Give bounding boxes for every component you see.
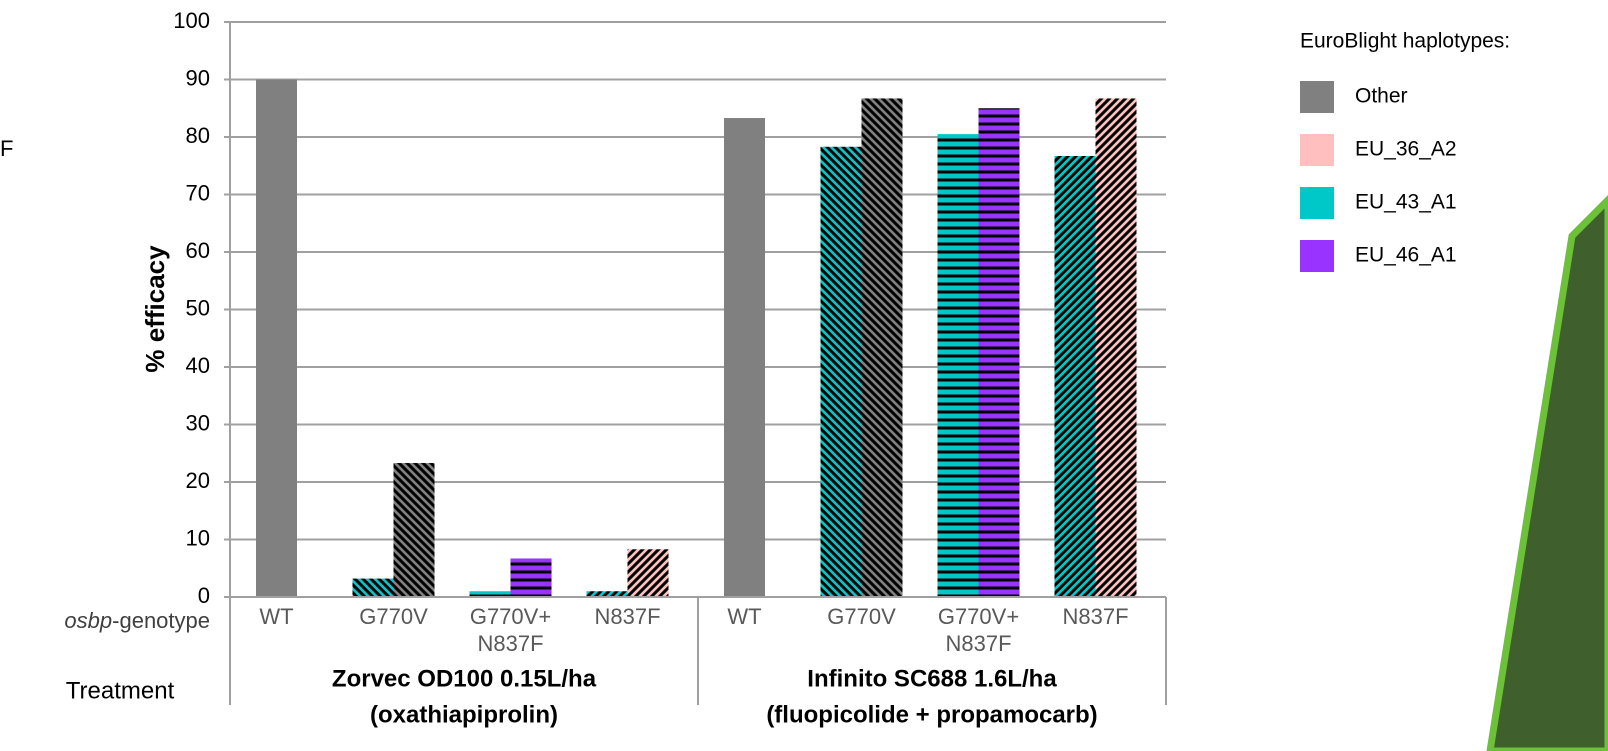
bar xyxy=(394,463,435,597)
bar xyxy=(511,558,552,597)
y-tick-label: 70 xyxy=(186,180,210,205)
bar xyxy=(1055,156,1096,597)
y-tick-label: 40 xyxy=(186,353,210,378)
legend-label: EU_46_A1 xyxy=(1355,244,1457,267)
cut-off-text: F xyxy=(0,136,13,161)
bar xyxy=(862,98,903,597)
treatment-row-label: Treatment xyxy=(66,677,175,704)
bar xyxy=(938,134,979,597)
bar xyxy=(628,549,669,597)
legend-swatch xyxy=(1300,81,1334,113)
bar xyxy=(979,108,1020,597)
y-tick-label: 90 xyxy=(186,65,210,90)
legend-label: EU_43_A1 xyxy=(1355,191,1457,214)
bar xyxy=(724,118,765,597)
x-tick-label: G770V xyxy=(827,604,896,629)
legend-label: Other xyxy=(1355,85,1408,108)
y-tick-label: 30 xyxy=(186,410,210,435)
group-detail: (fluopicolide + propamocarb) xyxy=(766,701,1097,728)
legend-swatch xyxy=(1300,187,1334,219)
x-tick-label: N837F xyxy=(1062,604,1128,629)
bar xyxy=(353,579,394,597)
bar xyxy=(256,80,297,598)
y-tick-label: 10 xyxy=(186,525,210,550)
y-tick-label: 20 xyxy=(186,468,210,493)
bar xyxy=(821,147,862,597)
x-tick-label-line: G770V+ xyxy=(470,604,551,629)
x-tick-label: WT xyxy=(259,604,293,629)
legend-swatch xyxy=(1300,240,1334,272)
x-tick-label-line: N837F xyxy=(477,631,543,656)
x-tick-label: G770V+N837F xyxy=(938,604,1019,656)
x-tick-label-line: N837F xyxy=(945,631,1011,656)
y-tick-label: 50 xyxy=(186,295,210,320)
genotype-row-label: osbp-genotype xyxy=(64,608,210,633)
group-label: Infinito SC688 1.6L/ha xyxy=(807,665,1057,692)
bar xyxy=(1096,98,1137,597)
x-tick-label-line: G770V+ xyxy=(938,604,1019,629)
y-axis-label: % efficacy xyxy=(140,245,170,373)
legend-title: EuroBlight haplotypes: xyxy=(1300,30,1510,53)
x-tick-label: G770V xyxy=(359,604,428,629)
legend-label: EU_36_A2 xyxy=(1355,138,1457,161)
x-tick-label: WT xyxy=(727,604,761,629)
legend-swatch xyxy=(1300,134,1334,166)
x-tick-label: G770V+N837F xyxy=(470,604,551,656)
x-tick-label: N837F xyxy=(594,604,660,629)
group-detail: (oxathiapiprolin) xyxy=(370,701,558,728)
chart: F % efficacy osbp-genotype Treatment Eur… xyxy=(0,0,1608,751)
y-tick-label: 100 xyxy=(173,8,210,33)
photo-decoration xyxy=(1490,200,1608,751)
genotype-prefix: osbp xyxy=(64,608,112,633)
y-tick-label: 0 xyxy=(198,583,210,608)
genotype-suffix: -genotype xyxy=(112,608,210,633)
y-tick-label: 80 xyxy=(186,123,210,148)
group-label: Zorvec OD100 0.15L/ha xyxy=(332,665,597,692)
y-tick-label: 60 xyxy=(186,238,210,263)
